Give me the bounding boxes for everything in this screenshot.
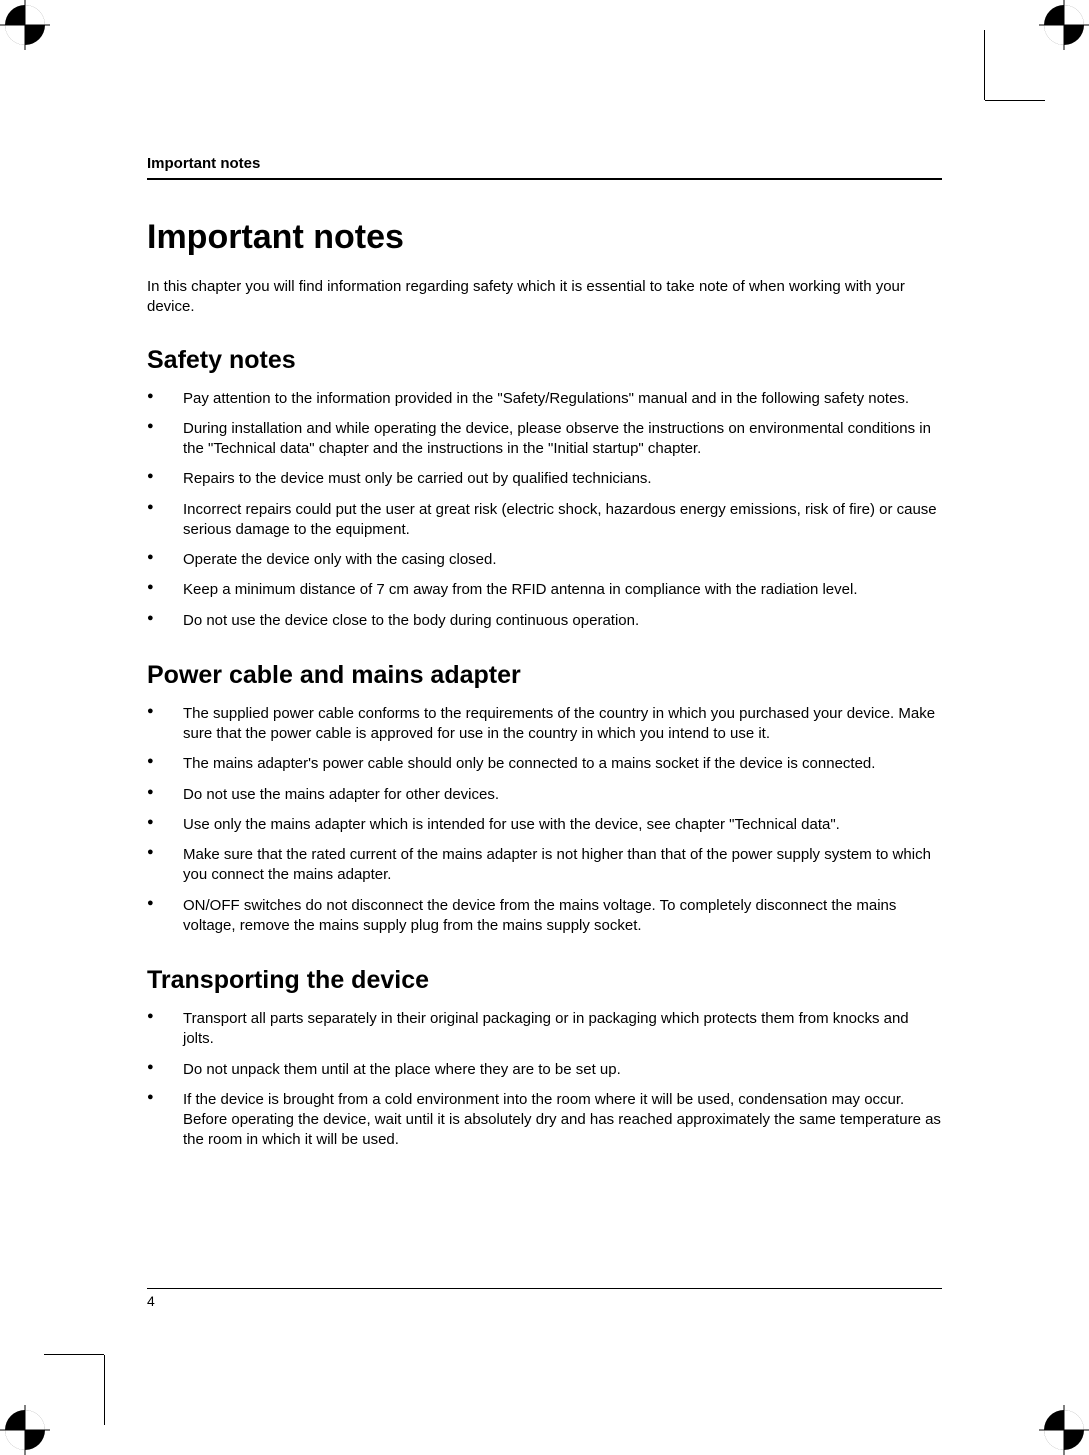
list-item: If the device is brought from a cold env… — [147, 1090, 942, 1151]
list-item: Repairs to the device must only be carri… — [147, 469, 942, 489]
list-item: Pay attention to the information provide… — [147, 389, 942, 409]
list-item: Do not use the mains adapter for other d… — [147, 785, 942, 805]
list-item: Incorrect repairs could put the user at … — [147, 500, 942, 541]
trim-line — [985, 100, 1045, 101]
trim-line — [104, 1355, 105, 1425]
power-notes-list: The supplied power cable conforms to the… — [147, 704, 942, 936]
page-number: 4 — [147, 1293, 155, 1309]
list-item: Do not use the device close to the body … — [147, 611, 942, 631]
list-item: The mains adapter's power cable should o… — [147, 754, 942, 774]
list-item: Operate the device only with the casing … — [147, 550, 942, 570]
registration-mark-top-left — [0, 0, 60, 60]
page-content: Important notes Important notes In this … — [147, 155, 942, 1161]
trim-line — [984, 30, 985, 100]
registration-mark-bottom-right — [1029, 1395, 1089, 1455]
running-head: Important notes — [147, 155, 942, 180]
registration-mark-top-right — [1029, 0, 1089, 60]
list-item: Transport all parts separately in their … — [147, 1009, 942, 1050]
transport-notes-list: Transport all parts separately in their … — [147, 1009, 942, 1151]
list-item: Keep a minimum distance of 7 cm away fro… — [147, 580, 942, 600]
page-title: Important notes — [147, 218, 942, 257]
page-footer: 4 — [147, 1288, 942, 1309]
registration-mark-bottom-left — [0, 1395, 60, 1455]
list-item: Use only the mains adapter which is inte… — [147, 815, 942, 835]
list-item: Do not unpack them until at the place wh… — [147, 1060, 942, 1080]
safety-notes-list: Pay attention to the information provide… — [147, 389, 942, 631]
intro-paragraph: In this chapter you will find informatio… — [147, 277, 942, 318]
list-item: During installation and while operating … — [147, 419, 942, 460]
section-heading-transport: Transporting the device — [147, 966, 942, 995]
list-item: The supplied power cable conforms to the… — [147, 704, 942, 745]
section-heading-power: Power cable and mains adapter — [147, 661, 942, 690]
list-item: ON/OFF switches do not disconnect the de… — [147, 896, 942, 937]
section-heading-safety: Safety notes — [147, 346, 942, 375]
trim-line — [44, 1354, 104, 1355]
list-item: Make sure that the rated current of the … — [147, 845, 942, 886]
